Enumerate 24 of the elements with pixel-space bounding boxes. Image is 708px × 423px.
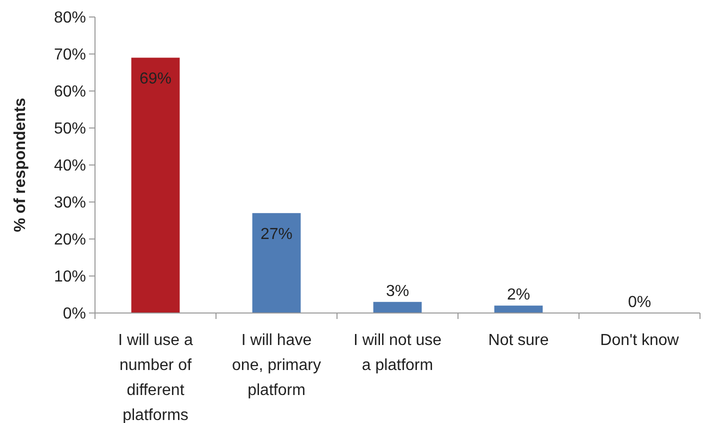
y-tick-label: 20% bbox=[54, 232, 86, 249]
y-tick-label: 50% bbox=[54, 120, 86, 138]
data-label: 3% bbox=[386, 282, 410, 300]
x-tick-label: I will have one, primary platform bbox=[232, 332, 321, 399]
y-tick-label: 30% bbox=[54, 194, 86, 212]
x-tick-label: Not sure bbox=[488, 332, 549, 349]
y-tick-label: 10% bbox=[54, 268, 86, 286]
bar bbox=[373, 302, 422, 313]
y-tick-label: 80% bbox=[54, 10, 86, 27]
data-label: 0% bbox=[628, 294, 652, 311]
y-axis-title: % of respondents bbox=[12, 98, 29, 232]
x-tick-label: I will use a number of different platforms bbox=[118, 332, 193, 423]
x-tick-label: I will not use a platform bbox=[353, 332, 442, 374]
data-label: 69% bbox=[139, 70, 172, 88]
y-tick-label: 70% bbox=[54, 46, 86, 64]
y-tick-label: 60% bbox=[54, 84, 86, 101]
data-label: 2% bbox=[506, 286, 530, 304]
data-label: 27% bbox=[260, 226, 293, 244]
y-tick-label: 40% bbox=[54, 158, 86, 175]
bar bbox=[494, 306, 543, 313]
bar bbox=[131, 58, 180, 313]
y-tick-label: 0% bbox=[62, 306, 86, 323]
x-tick-label: Don't know bbox=[600, 332, 680, 349]
bar bbox=[252, 213, 301, 313]
